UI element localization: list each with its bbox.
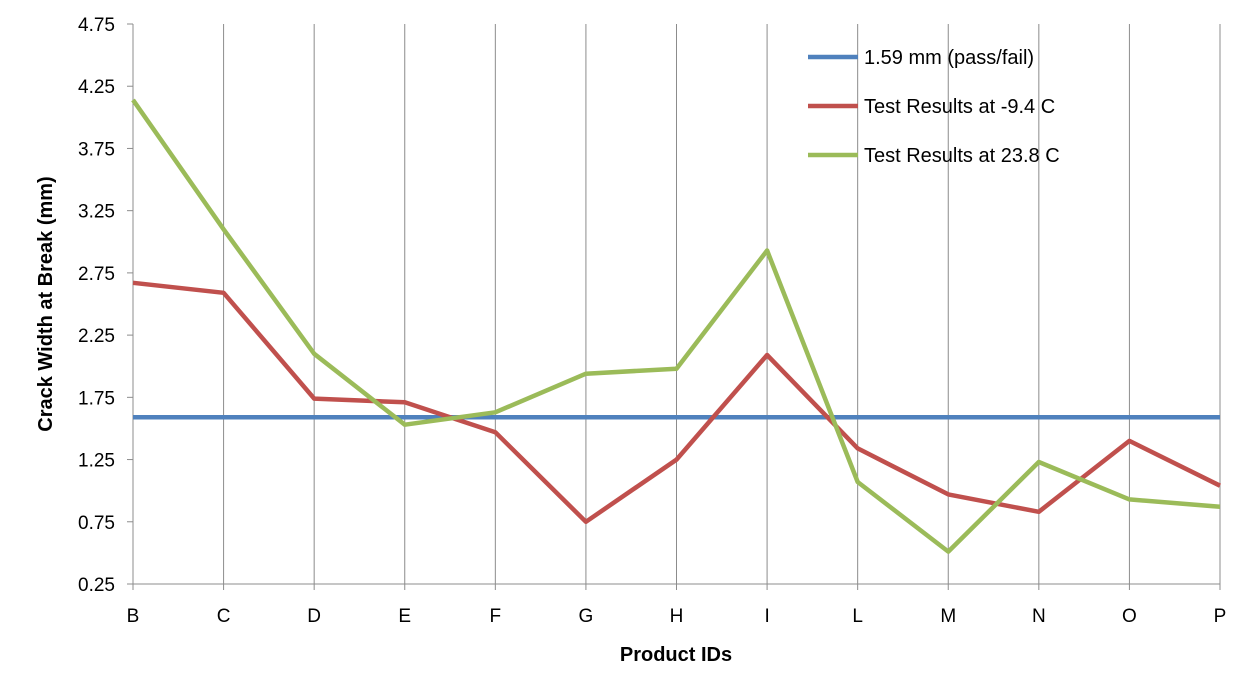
- x-tick-label: E: [398, 606, 411, 627]
- legend-label: 1.59 mm (pass/fail): [864, 47, 1034, 69]
- y-tick-label: 0.75: [78, 513, 115, 534]
- x-tick-label: N: [1032, 606, 1046, 627]
- legend-item: Test Results at 23.8 C: [808, 145, 1060, 167]
- legend-item: 1.59 mm (pass/fail): [808, 47, 1034, 69]
- x-tick-label: H: [670, 606, 684, 627]
- x-tick-label: O: [1122, 606, 1137, 627]
- y-tick-label: 0.25: [78, 575, 115, 596]
- y-tick-label: 2.25: [78, 326, 115, 347]
- x-tick-label: P: [1214, 606, 1227, 627]
- y-tick-label: 2.75: [78, 264, 115, 285]
- y-tick-label: 4.25: [78, 77, 115, 98]
- y-tick-label: 3.25: [78, 202, 115, 223]
- legend-label: Test Results at -9.4 C: [864, 96, 1055, 118]
- y-tick-labels: 0.25 0.75 1.25 1.75 2.25 2.75 3.25 3.75 4.25 4.75: [78, 15, 115, 596]
- x-tick-label: L: [852, 606, 863, 627]
- x-tick-label: G: [579, 606, 594, 627]
- series-line-2: [132, 280, 1221, 525]
- x-tick-label: M: [940, 606, 956, 627]
- x-tick-label: B: [127, 606, 140, 627]
- x-tick-label: F: [490, 606, 502, 627]
- x-axis-title: Product IDs: [620, 644, 732, 666]
- axes: [127, 23, 1221, 590]
- y-tick-label: 1.25: [78, 451, 115, 472]
- series-line-3: [131, 98, 1221, 554]
- legend-item: Test Results at -9.4 C: [808, 96, 1055, 118]
- x-tick-label: C: [217, 606, 231, 627]
- legend: 1.59 mm (pass/fail) Test Results at -9.4 …: [808, 47, 1060, 167]
- grid-lines: [223, 24, 1221, 584]
- x-tick-label: I: [764, 606, 769, 627]
- y-tick-label: 1.75: [78, 388, 115, 409]
- series-lines: [131, 98, 1221, 554]
- y-tick-label: 3.75: [78, 139, 115, 160]
- y-axis-title: Crack Width at Break (mm): [35, 176, 57, 431]
- y-tick-label: 4.75: [78, 15, 115, 36]
- x-tick-label: D: [307, 606, 321, 627]
- legend-label: Test Results at 23.8 C: [864, 145, 1060, 167]
